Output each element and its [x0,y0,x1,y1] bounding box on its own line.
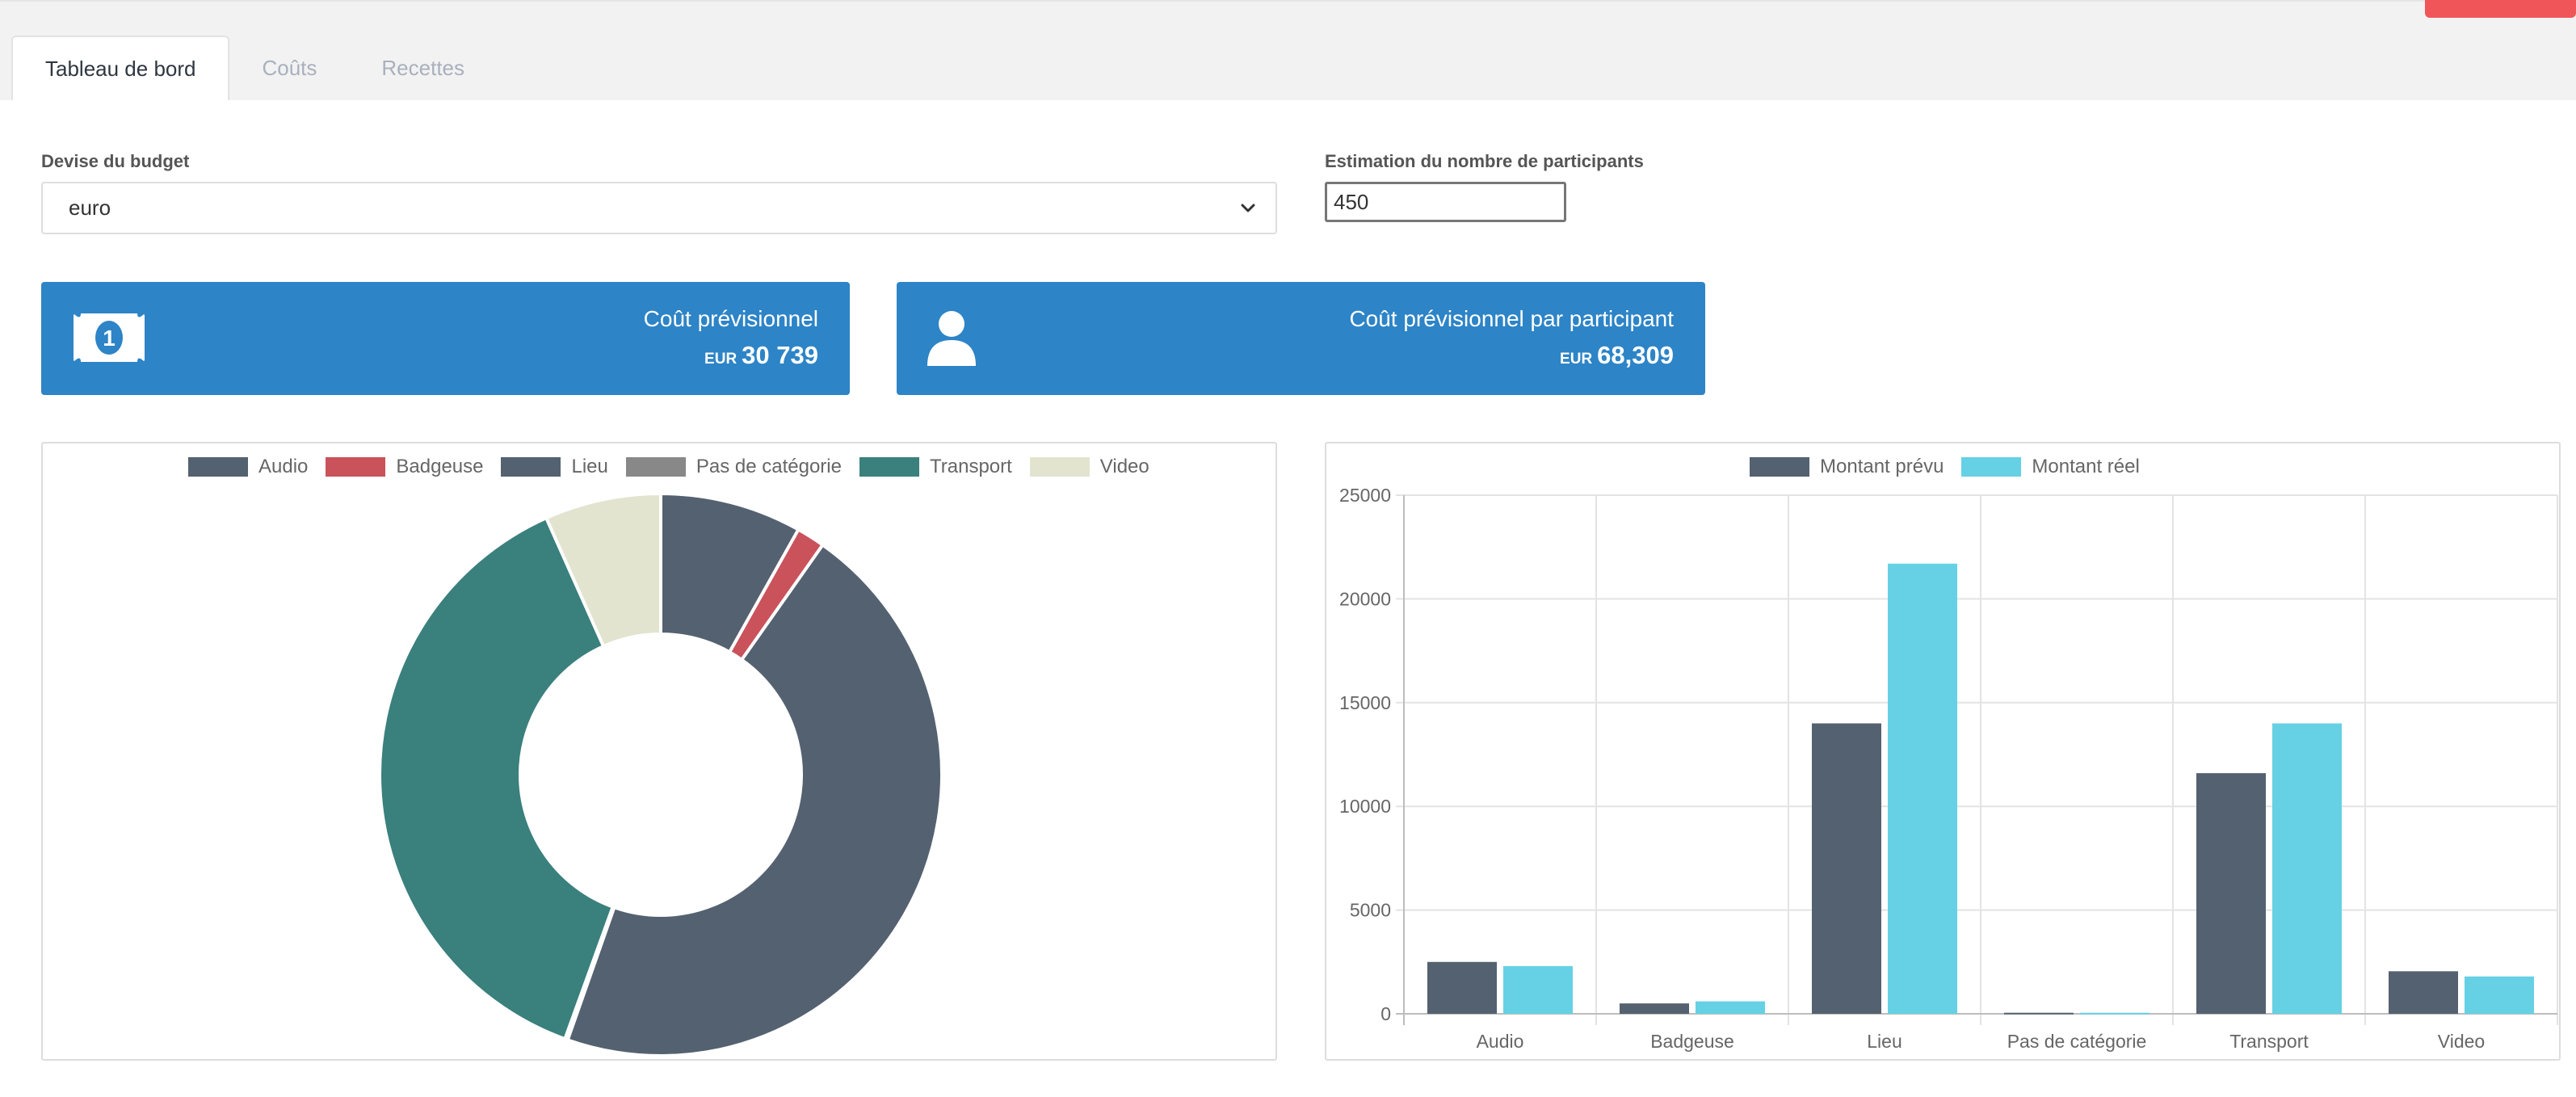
participants-label: Estimation du nombre de participants [1325,151,1644,171]
kpi-cost-per-participant: Coût prévisionnel par participant EUR 68,… [897,282,1705,395]
top-bar [0,0,2576,100]
chart-legend: Montant prévu Montant réel [1750,456,2158,478]
doughnut-chart-panel: Audio Badgeuse Lieu Pas de catégorie Transpo… [41,442,1277,1061]
legend-item-lieu[interactable]: Lieu [501,456,608,478]
y-tick-label: 5000 [1350,900,1391,921]
bar-montant-prevu-pas-de-categorie[interactable] [2004,1012,2074,1015]
bar-montant-reel-lieu[interactable] [1888,563,1957,1014]
legend-swatch [1961,457,2022,477]
kpi-value: 30 739 [742,341,818,369]
x-tick-label: Badgeuse [1650,1031,1734,1052]
x-tick-label: Audio [1477,1031,1524,1052]
kpi-value-line: EUR 30 739 [704,341,818,370]
legend-label: Badgeuse [396,456,484,477]
legend-swatch [188,457,248,477]
legend-label: Video [1099,456,1149,477]
currency-select-value: euro [69,195,111,220]
tab-bar: Tableau de bord Coûts Recettes [11,36,497,100]
doughnut-chart [378,491,943,1057]
bar-montant-reel-pas-de-categorie[interactable] [2080,1012,2149,1015]
legend-item-video[interactable]: Video [1029,456,1149,478]
currency-select[interactable]: euro [41,182,1277,234]
bar-montant-prevu-badgeuse[interactable] [1620,1003,1689,1014]
bar-montant-prevu-audio[interactable] [1427,961,1497,1014]
legend-item-montant-reel[interactable]: Montant réel [1961,456,2140,478]
chart-legend: Audio Badgeuse Lieu Pas de catégorie Transpo… [188,456,1167,478]
bar-montant-prevu-transport[interactable] [2196,773,2266,1014]
legend-swatch [326,457,386,477]
svg-text:1: 1 [103,326,116,351]
kpi-currency: EUR [704,351,738,368]
legend-label: Montant prévu [1820,456,1944,477]
kpi-currency: EUR [1560,351,1593,368]
participants-input[interactable] [1325,182,1566,222]
tab-costs[interactable]: Coûts [262,55,317,80]
slice-transport[interactable] [378,515,616,1041]
bar-chart: 0 5000 10000 15000 20000 25000 Audio Badgeuse Li… [1339,485,2558,1052]
y-tick-label: 10000 [1339,796,1391,817]
y-tick-label: 20000 [1339,588,1391,609]
tab-dashboard[interactable]: Tableau de bord [11,36,230,100]
y-tick-label: 15000 [1339,692,1391,713]
x-tick-label: Pas de catégorie [2007,1031,2147,1052]
bar-montant-prevu-lieu[interactable] [1812,723,1881,1014]
kpi-title: Coût prévisionnel par participant [1349,306,1674,331]
bar-montant-reel-badgeuse[interactable] [1696,1001,1765,1014]
bar-montant-reel-audio[interactable] [1503,965,1573,1014]
chevron-down-icon [1241,204,1255,212]
legend-label: Lieu [571,456,608,477]
kpi-value: 68,309 [1597,341,1674,369]
legend-swatch [501,457,561,477]
legend-label: Transport [929,456,1012,477]
bar-chart-panel: Montant prévu Montant réel 0 5000 10000 1500… [1325,442,2561,1061]
legend-item-pas-de-categorie[interactable]: Pas de catégorie [625,456,842,478]
legend-item-audio[interactable]: Audio [188,456,308,478]
y-tick-label: 0 [1380,1003,1391,1024]
bar-montant-reel-video[interactable] [2465,976,2534,1014]
kpi-title: Coût prévisionnel [643,306,818,331]
legend-item-transport[interactable]: Transport [859,456,1012,478]
legend-label: Pas de catégorie [695,456,842,477]
legend-label: Audio [258,456,309,477]
top-right-button[interactable] [2425,0,2576,18]
tab-revenues[interactable]: Recettes [381,55,465,80]
slice-lieu[interactable] [565,542,943,1057]
y-tick-label: 25000 [1339,485,1391,506]
kpi-forecast-cost: 1 Coût prévisionnel EUR 30 739 [41,282,850,395]
legend-swatch [859,457,919,477]
x-tick-label: Lieu [1867,1031,1902,1052]
legend-swatch [625,457,686,477]
banknote-icon: 1 [74,313,145,362]
user-icon [927,311,976,366]
x-tick-label: Transport [2229,1031,2309,1052]
legend-swatch [1750,457,1809,477]
bar-montant-reel-transport[interactable] [2272,723,2342,1014]
legend-item-badgeuse[interactable]: Badgeuse [326,456,483,478]
legend-item-montant-prevu[interactable]: Montant prévu [1750,456,1944,478]
kpi-value-line: EUR 68,309 [1560,341,1674,370]
slice-video[interactable] [544,491,662,649]
bar-montant-prevu-video[interactable] [2389,971,2458,1014]
legend-label: Montant réel [2032,456,2140,477]
legend-swatch [1029,457,1090,477]
currency-label: Devise du budget [41,151,190,171]
x-tick-label: Video [2438,1031,2485,1052]
